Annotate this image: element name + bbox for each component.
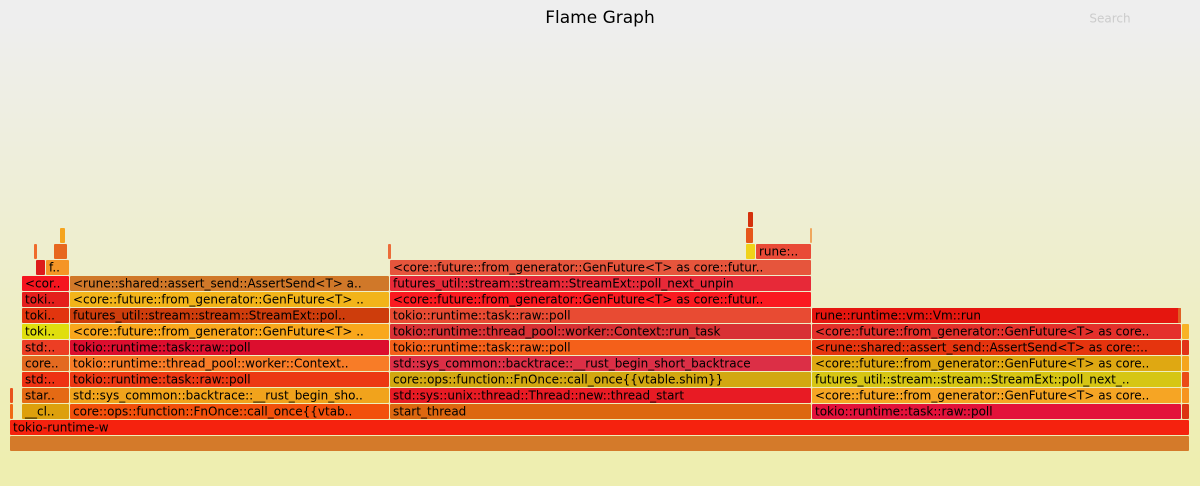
frame[interactable]: [1182, 340, 1189, 355]
frame-label: core::ops::function::FnOnce::call_once{{…: [73, 405, 352, 419]
frame[interactable]: [70, 292, 389, 307]
frame-label: <core::future::from_generator::GenFuture…: [393, 261, 763, 275]
frame[interactable]: [70, 388, 389, 403]
frame[interactable]: [70, 404, 389, 419]
frame-label: <rune::shared::assert_send::AssertSend<T…: [815, 341, 1148, 355]
frame-label: <core::future::from_generator::GenFuture…: [815, 357, 1149, 371]
frame[interactable]: [1178, 308, 1181, 323]
frame-label: start_thread: [393, 405, 466, 419]
frame-label: tokio::runtime::task::raw::poll: [73, 341, 251, 355]
frame[interactable]: [390, 260, 811, 275]
frame[interactable]: [22, 404, 69, 419]
frame[interactable]: [22, 356, 69, 371]
frame[interactable]: [390, 356, 811, 371]
frame[interactable]: [10, 436, 1189, 451]
frame[interactable]: [22, 388, 69, 403]
frame-label: star..: [25, 389, 55, 403]
frame[interactable]: [812, 372, 1181, 387]
frame-label: tokio::runtime::task::raw::poll: [393, 341, 571, 355]
frame[interactable]: [390, 340, 811, 355]
frame[interactable]: [812, 340, 1181, 355]
frame[interactable]: [390, 324, 811, 339]
frame[interactable]: [70, 372, 389, 387]
frame-label: <core::future::from_generator::GenFuture…: [73, 325, 364, 339]
frame-label: f..: [49, 261, 60, 275]
frame[interactable]: [22, 372, 69, 387]
frame[interactable]: [812, 356, 1181, 371]
frame-label: <rune::shared::assert_send::AssertSend<T…: [73, 277, 362, 291]
frames: tokio-runtime-w __cl.. core::ops::function…: [10, 212, 1189, 451]
frame-label: std::sys_common::backtrace::__rust_begin…: [73, 389, 363, 403]
frame[interactable]: [812, 388, 1181, 403]
frame-label: <core::future::from_generator::GenFuture…: [815, 325, 1149, 339]
frame-label: tokio::runtime::task::raw::poll: [73, 373, 251, 387]
frame[interactable]: [390, 372, 811, 387]
frame-label: toki..: [25, 309, 55, 323]
frame-label: <core::future::from_generator::GenFuture…: [73, 293, 364, 307]
frame[interactable]: [46, 260, 69, 275]
frame-label: futures_util::stream::stream::StreamExt:…: [393, 277, 734, 291]
frame-label: std:..: [25, 341, 55, 355]
frame-label: tokio::runtime::thread_pool::worker::Con…: [393, 325, 721, 339]
title: Flame Graph: [545, 8, 655, 28]
frame-label: <core::future::from_generator::GenFuture…: [393, 293, 763, 307]
frame-label: futures_util::stream::stream::StreamExt:…: [73, 309, 346, 323]
frame[interactable]: [70, 356, 389, 371]
frame[interactable]: [36, 260, 45, 275]
frame[interactable]: [70, 308, 389, 323]
search-button[interactable]: Search: [1089, 12, 1130, 26]
frame[interactable]: [22, 292, 69, 307]
frame[interactable]: [1182, 404, 1189, 419]
frame[interactable]: [390, 292, 811, 307]
frame[interactable]: [390, 404, 811, 419]
frame-label: rune::runtime::vm::Vm::run: [815, 309, 981, 323]
frame-label: <core::future::from_generator::GenFuture…: [815, 389, 1149, 403]
frame[interactable]: [22, 276, 69, 291]
frame-label: tokio-runtime-w: [13, 421, 109, 435]
frame[interactable]: [22, 308, 69, 323]
frame[interactable]: [390, 388, 811, 403]
frame-label: core::ops::function::FnOnce::call_once{{…: [393, 373, 723, 387]
frame[interactable]: [812, 308, 1181, 323]
frame-label: __cl..: [24, 405, 55, 419]
frame[interactable]: [10, 420, 1189, 435]
frame-label: std::sys::unix::thread::Thread::new::thr…: [393, 389, 684, 403]
frame[interactable]: [70, 340, 389, 355]
frame[interactable]: [388, 244, 391, 259]
frame-label: tokio::runtime::thread_pool::worker::Con…: [73, 357, 349, 371]
frame[interactable]: [1182, 388, 1189, 403]
frame-label: toki..: [25, 325, 55, 339]
frame[interactable]: [810, 228, 812, 243]
frame-label: <cor..: [25, 277, 60, 291]
frame[interactable]: [10, 404, 13, 419]
frame[interactable]: [1182, 372, 1189, 387]
frame[interactable]: [756, 244, 811, 259]
frame-label: rune:..: [759, 245, 798, 259]
frame[interactable]: [60, 228, 65, 243]
frame[interactable]: [390, 308, 811, 323]
frame[interactable]: [34, 244, 37, 259]
frame-label: tokio::runtime::task::raw::poll: [393, 309, 571, 323]
frame[interactable]: [10, 388, 13, 403]
frame[interactable]: [22, 340, 69, 355]
frame[interactable]: [54, 244, 67, 259]
frame[interactable]: [1182, 356, 1189, 371]
frame[interactable]: [812, 324, 1181, 339]
frame-label: tokio::runtime::task::raw::poll: [815, 405, 993, 419]
frame[interactable]: [70, 276, 389, 291]
frame[interactable]: [746, 228, 753, 243]
frame-label: core..: [25, 357, 59, 371]
frame[interactable]: [748, 212, 753, 227]
frame[interactable]: [390, 276, 811, 291]
frame-label: std:..: [25, 373, 55, 387]
frame-label: futures_util::stream::stream::StreamExt:…: [815, 373, 1130, 387]
frame-label: std::sys_common::backtrace::__rust_begin…: [393, 357, 751, 371]
frame[interactable]: [22, 324, 69, 339]
frame[interactable]: [812, 404, 1181, 419]
frame[interactable]: [1182, 324, 1189, 339]
frame[interactable]: [70, 324, 389, 339]
frame[interactable]: [746, 244, 755, 259]
frame-label: toki..: [25, 293, 55, 307]
